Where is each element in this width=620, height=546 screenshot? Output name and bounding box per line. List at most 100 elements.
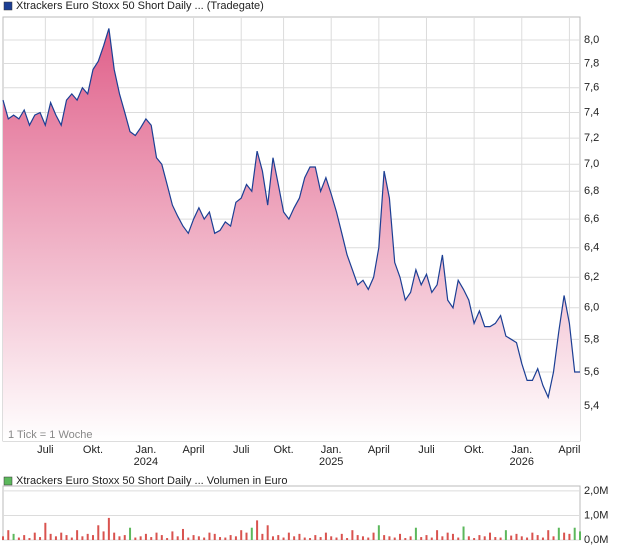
x-tick-label: Juli: [37, 444, 54, 456]
volume-bar: [489, 532, 492, 540]
y-tick-label: 6,2: [584, 271, 599, 283]
volume-bar: [531, 532, 534, 540]
x-tick-label: Juli: [233, 444, 250, 456]
y-tick-label: 6,0: [584, 302, 599, 314]
volume-bar: [97, 525, 100, 540]
x-tick-label: Jan.: [136, 444, 157, 456]
volume-bar: [277, 535, 280, 540]
y-tick-label: 2,0M: [584, 485, 608, 497]
y-tick-label: 6,4: [584, 242, 599, 254]
volume-bar: [356, 535, 359, 540]
volume-bar: [134, 537, 137, 540]
volume-bar: [494, 537, 497, 540]
x-year-label: 2026: [510, 456, 534, 468]
volume-bar: [81, 536, 84, 540]
annotation: 1 Tick = 1 Woche: [8, 429, 92, 441]
volume-bar: [314, 535, 317, 540]
volume-bar: [573, 527, 576, 540]
volume-bar: [309, 538, 312, 540]
volume-bar: [457, 537, 460, 540]
volume-bar: [372, 532, 375, 540]
volume-bar: [266, 525, 269, 540]
volume-bar: [176, 536, 179, 540]
volume-bar: [224, 537, 227, 540]
volume-bar: [70, 537, 73, 540]
volume-bar: [44, 522, 47, 540]
volume-bar: [113, 532, 116, 540]
volume-bar: [319, 537, 322, 540]
y-tick-label: 7,6: [584, 82, 599, 94]
volume-bar: [520, 536, 523, 540]
volume-bar: [335, 537, 338, 540]
volume-bar: [547, 530, 550, 540]
y-tick-label: 5,4: [584, 400, 599, 412]
y-tick-label: 7,2: [584, 132, 599, 144]
volume-bar: [208, 532, 211, 540]
volume-bar: [536, 535, 539, 540]
volume-bar: [76, 530, 79, 540]
x-tick-label: Okt.: [83, 444, 103, 456]
volume-bar: [436, 530, 439, 540]
volume-bar: [49, 533, 52, 540]
volume-bar: [2, 536, 4, 540]
volume-bar: [229, 535, 232, 540]
volume-bar: [451, 533, 454, 540]
volume-bar: [155, 532, 158, 540]
volume-bar: [579, 531, 581, 540]
y-tick-label: 6,6: [584, 213, 599, 225]
volume-bar: [330, 536, 333, 540]
volume-bar: [23, 535, 26, 540]
volume-bar: [393, 537, 396, 540]
volume-bar: [261, 533, 264, 540]
x-tick-label: Okt.: [273, 444, 293, 456]
x-year-label: 2025: [319, 456, 343, 468]
volume-bar: [541, 537, 544, 540]
price-line: [2, 28, 580, 400]
volume-bar: [65, 535, 68, 540]
volume-bar: [377, 525, 380, 540]
volume-bar: [388, 536, 391, 540]
volume-bar: [404, 538, 407, 540]
y-tick-label: 7,0: [584, 158, 599, 170]
volume-bar: [346, 538, 349, 540]
volume-bar: [446, 532, 449, 540]
y-tick-label: 6,8: [584, 185, 599, 197]
volume-bar: [197, 536, 200, 540]
volume-bar: [187, 537, 190, 540]
volume-bar: [60, 532, 63, 540]
volume-bar: [28, 538, 31, 540]
volume-bar: [298, 533, 301, 540]
volume-bar: [86, 533, 89, 540]
volume-bar: [17, 537, 20, 540]
volume-bar: [7, 530, 10, 540]
volume-bar: [54, 536, 57, 540]
volume-bar: [240, 530, 243, 540]
volume-bar: [213, 533, 216, 540]
volume-bar: [420, 537, 423, 540]
volume-bar: [467, 536, 470, 540]
volume-plot-frame: [2, 485, 581, 541]
volume-bar: [293, 536, 296, 540]
volume-bar: [510, 535, 513, 540]
x-tick-label: April: [183, 444, 205, 456]
volume-bar: [552, 536, 555, 540]
volume-bar: [462, 526, 465, 540]
y-tick-label: 8,0: [584, 34, 599, 46]
price-legend-swatch: [3, 1, 13, 11]
volume-bar: [526, 537, 529, 540]
volume-bar: [287, 532, 290, 540]
y-tick-label: 5,6: [584, 366, 599, 378]
volume-bar: [361, 536, 364, 540]
volume-bar: [499, 537, 502, 540]
volume-bar: [150, 537, 153, 540]
volume-bar: [166, 538, 169, 540]
volume-bar: [425, 535, 428, 540]
x-tick-label: Juli: [418, 444, 435, 456]
volume-bar: [478, 535, 481, 540]
y-tick-label: 5,8: [584, 333, 599, 345]
volume-bar: [219, 537, 222, 540]
volume-bar: [409, 536, 412, 540]
volume-bar: [441, 536, 444, 540]
volume-bar: [181, 528, 184, 540]
